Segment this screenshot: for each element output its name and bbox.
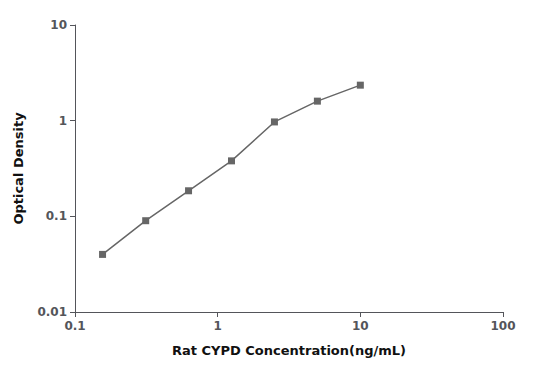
svg-text:10: 10 — [50, 18, 67, 32]
svg-text:0.1: 0.1 — [46, 209, 67, 223]
svg-text:Optical Density: Optical Density — [11, 112, 26, 225]
svg-text:0.1: 0.1 — [64, 319, 85, 333]
svg-text:Rat CYPD Concentration(ng/mL): Rat CYPD Concentration(ng/mL) — [172, 343, 406, 358]
svg-text:1: 1 — [213, 319, 221, 333]
svg-text:0.01: 0.01 — [37, 305, 67, 319]
svg-text:10: 10 — [352, 319, 369, 333]
svg-text:1: 1 — [59, 114, 67, 128]
svg-text:100: 100 — [490, 319, 515, 333]
